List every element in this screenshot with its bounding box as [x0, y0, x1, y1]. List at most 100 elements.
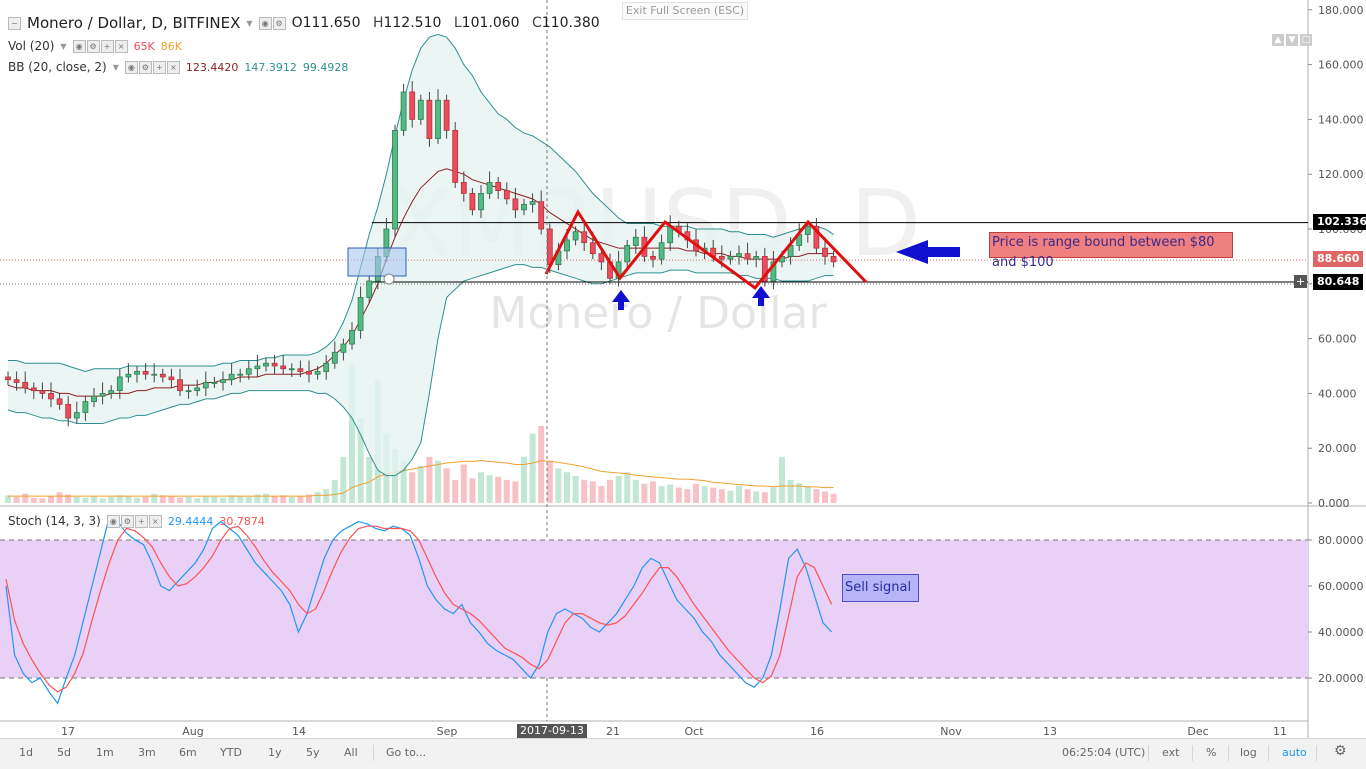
eye-icon[interactable]: ◉: [258, 16, 272, 30]
candle-body: [228, 373, 235, 381]
volume-bar: [770, 487, 777, 503]
range-ytd-button[interactable]: YTD: [220, 746, 242, 759]
clock-time[interactable]: 06:25:04 (UTC): [1062, 746, 1146, 759]
volume-bar: [13, 496, 20, 503]
low-label: L: [453, 15, 462, 31]
candle-body: [271, 362, 278, 367]
range-5d-button[interactable]: 5d: [57, 746, 71, 759]
volume-bar: [521, 456, 527, 503]
eye-icon[interactable]: ◉: [106, 514, 120, 528]
volume-bar: [581, 479, 588, 503]
gear-icon[interactable]: ⚙: [1334, 743, 1347, 759]
volume-bar: [435, 460, 441, 503]
chevron-down-icon[interactable]: ▼: [246, 18, 253, 28]
candle-body: [469, 192, 476, 211]
candle-body: [512, 198, 519, 211]
chevron-down-icon[interactable]: ▼: [112, 62, 119, 72]
range-all-button[interactable]: All: [344, 746, 358, 759]
bb-lower-line: [7, 264, 834, 477]
time-axis-label: Sep: [437, 725, 458, 738]
range-annotation[interactable]: Price is range bound between $80 and $10…: [989, 232, 1233, 270]
volume-bar: [693, 483, 699, 503]
volume-bar: [830, 493, 837, 503]
candle-body: [297, 368, 304, 372]
volume-bar: [116, 495, 123, 503]
volume-bar: [469, 478, 476, 503]
maximize-icon[interactable]: □: [1300, 34, 1312, 46]
eye-icon[interactable]: ◉: [72, 39, 86, 53]
volume-bar: [263, 493, 269, 503]
y-tick-label: 160.000: [1318, 59, 1364, 72]
divider: [373, 745, 374, 761]
volume-bar: [185, 496, 192, 503]
arrow-up-icon[interactable]: ▲: [1272, 34, 1284, 46]
range-1d-button[interactable]: 1d: [19, 746, 33, 759]
candle-body: [486, 182, 493, 194]
volume-bar: [142, 496, 149, 503]
volume-bar: [134, 497, 140, 503]
arrow-down-icon[interactable]: ▼: [1286, 34, 1298, 46]
candle-body: [822, 247, 828, 257]
range-1y-button[interactable]: 1y: [268, 746, 282, 759]
candle-body: [134, 371, 140, 375]
add-icon[interactable]: +: [100, 39, 114, 53]
close-icon[interactable]: ×: [166, 60, 180, 74]
time-axis-label: Oct: [684, 725, 704, 738]
toggle-log[interactable]: log: [1240, 746, 1257, 759]
support-price-tag: 80.648: [1313, 274, 1364, 290]
range-1m-button[interactable]: 1m: [96, 746, 114, 759]
candle-body: [452, 129, 459, 183]
candle-body: [813, 225, 820, 249]
legend-actions: ◉ ⚙: [258, 16, 286, 30]
volume-bar: [366, 456, 373, 503]
toggle-auto[interactable]: auto: [1282, 746, 1307, 759]
candle-body: [202, 382, 209, 389]
divider: [1148, 745, 1149, 761]
exit-fullscreen-button[interactable]: Exit Full Screen (ESC): [622, 2, 748, 20]
settings-icon[interactable]: ⚙: [272, 16, 286, 30]
volume-bar: [202, 496, 209, 503]
volume-bar: [495, 476, 502, 503]
volume-bar: [607, 479, 613, 503]
volume-bar: [555, 468, 562, 503]
goto-date-button[interactable]: Go to...: [386, 746, 427, 759]
candle-body: [830, 255, 837, 263]
chevron-down-icon[interactable]: ▼: [60, 41, 67, 51]
toggle-ext[interactable]: ext: [1162, 746, 1180, 759]
candle-body: [91, 395, 97, 403]
volume-bar: [288, 496, 295, 503]
volume-bar: [460, 464, 467, 503]
add-icon[interactable]: +: [134, 514, 148, 528]
divider: [1192, 745, 1193, 761]
candle-body: [73, 412, 80, 419]
sell-signal-annotation[interactable]: Sell signal: [842, 574, 919, 602]
volume-bar: [478, 472, 484, 503]
volume-bar: [443, 468, 450, 503]
time-axis-label: Nov: [940, 725, 962, 738]
settings-icon[interactable]: ⚙: [120, 514, 134, 528]
close-icon[interactable]: ×: [148, 514, 162, 528]
collapse-icon[interactable]: −: [8, 16, 21, 30]
stoch-band-zone: [0, 540, 1308, 678]
close-icon[interactable]: ×: [114, 39, 128, 53]
left-arrow-icon: [896, 240, 960, 264]
add-icon[interactable]: +: [152, 60, 166, 74]
add-alert-icon[interactable]: +: [1294, 275, 1307, 288]
volume-bar: [727, 490, 734, 503]
range-5y-button[interactable]: 5y: [306, 746, 320, 759]
settings-icon[interactable]: ⚙: [138, 60, 152, 74]
y-tick-label: 180.000: [1318, 4, 1364, 17]
range-3m-button[interactable]: 3m: [138, 746, 156, 759]
candle-body: [357, 297, 364, 331]
toggle-percent[interactable]: %: [1206, 746, 1217, 759]
eye-icon[interactable]: ◉: [124, 60, 138, 74]
volume-bar: [538, 426, 545, 503]
candle-body: [435, 99, 441, 139]
candle-body: [142, 371, 149, 375]
volume-bar: [667, 484, 674, 503]
time-axis-label: 11: [1273, 725, 1287, 738]
settings-icon[interactable]: ⚙: [86, 39, 100, 53]
range-6m-button[interactable]: 6m: [179, 746, 197, 759]
volume-bar: [22, 493, 29, 503]
